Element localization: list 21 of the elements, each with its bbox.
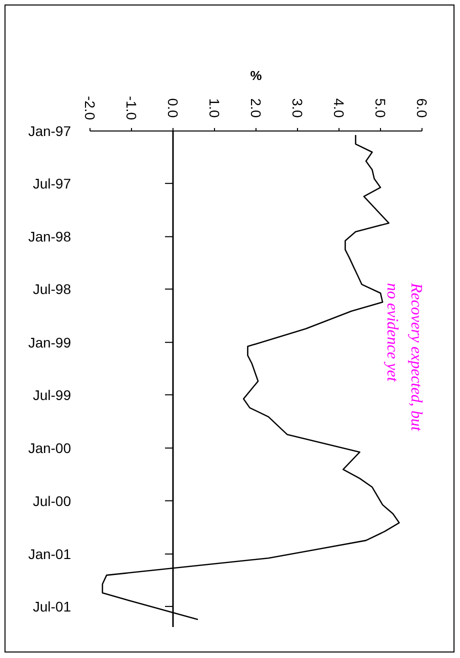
annotation: Recovery expected, but no evidence yet	[384, 282, 424, 432]
y-tick-label: Jul-01	[32, 598, 72, 614]
y-tick-label: Jan-97	[28, 123, 72, 139]
x-tick-label: 2.0	[248, 98, 264, 118]
x-tick-label: 4.0	[331, 98, 347, 118]
x-tick-label: -2.0	[82, 96, 98, 120]
x-axis-title: %	[250, 68, 262, 83]
y-tick-label: Jul-98	[32, 281, 72, 298]
x-tick-label: 0.0	[165, 98, 181, 118]
x-tick-label: 1.0	[206, 98, 222, 118]
x-tick-label: 6.0	[414, 98, 430, 118]
y-tick-label: Jul-00	[32, 492, 72, 509]
y-tick-label: Jan-00	[28, 440, 72, 456]
x-tick-label: 5.0	[372, 98, 388, 118]
y-tick-label: Jul-97	[32, 175, 72, 192]
y-tick-label: Jan-99	[28, 334, 72, 350]
y-tick-label: Jan-01	[28, 546, 72, 562]
x-tick-label: -1.0	[124, 96, 140, 120]
y-tick-label: Jul-99	[32, 386, 72, 403]
x-tick-label: 3.0	[290, 98, 306, 118]
y-tick-label: Jan-98	[28, 228, 72, 245]
